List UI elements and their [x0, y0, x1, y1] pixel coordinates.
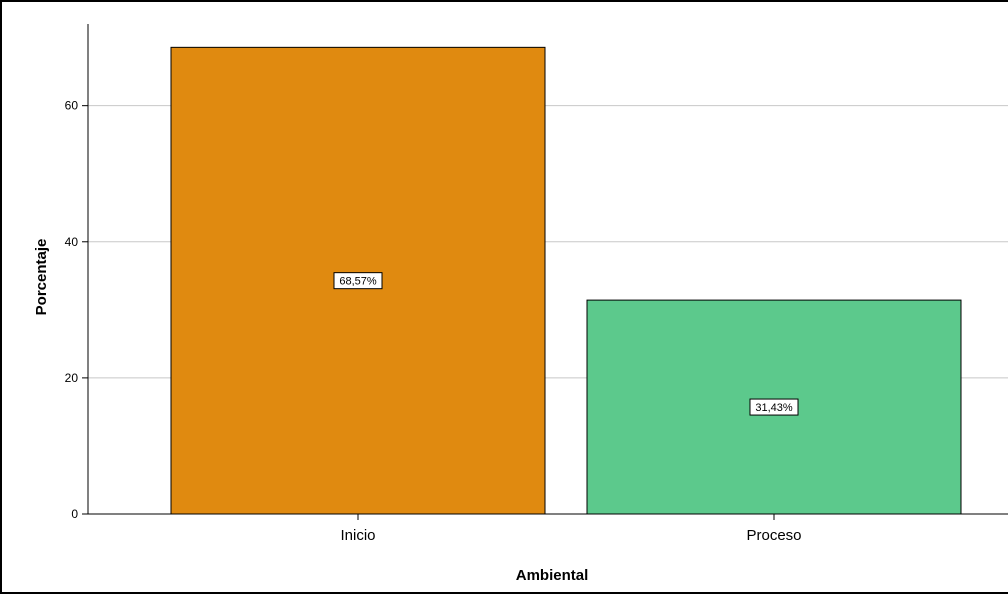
axes: 0 20 40 60 Inicio Proceso: [65, 24, 1008, 544]
x-tick-label-proceso: Proceso: [746, 527, 801, 544]
data-labels: 68,57% 31,43%: [333, 272, 799, 416]
y-tick-label: 60: [65, 99, 79, 113]
data-label-proceso: 31,43%: [755, 402, 793, 414]
data-label-box: [749, 398, 799, 416]
y-axis-title: Porcentaje: [33, 239, 50, 316]
bars: [170, 46, 962, 515]
y-tick-label: 20: [65, 371, 79, 385]
y-tick-label: 0: [71, 507, 78, 521]
x-tick-label-inicio: Inicio: [340, 527, 375, 544]
x-axis-title: Ambiental: [516, 567, 589, 584]
data-label-box: [333, 272, 383, 290]
data-label-inicio: 68,57%: [339, 276, 377, 288]
y-tick-label: 40: [65, 235, 79, 249]
